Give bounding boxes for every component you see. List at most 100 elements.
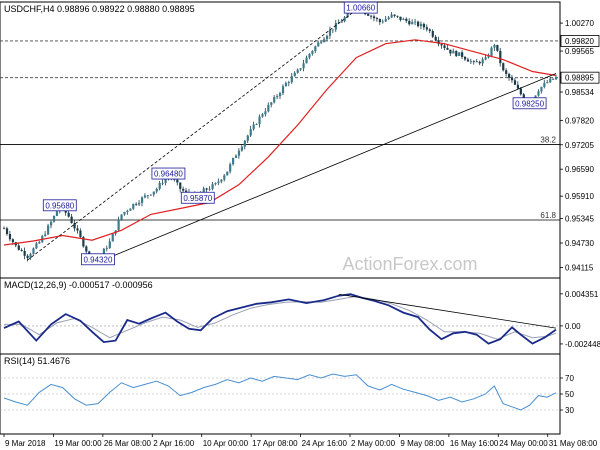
candle-body — [234, 155, 238, 158]
candle-body — [469, 61, 473, 63]
candle-body — [202, 188, 205, 193]
candle-body — [308, 53, 311, 58]
rsi-title: RSI(14) 51.4676 — [4, 356, 70, 366]
x-tick-label: 31 May 08:00 — [549, 439, 598, 448]
x-tick-label: 16 May 16:00 — [450, 439, 499, 448]
y-tick-label: 0.99565 — [565, 47, 594, 56]
candle-body — [179, 182, 182, 189]
x-tick-label: 10 Apr 00:00 — [203, 439, 249, 448]
candle-body — [414, 21, 417, 23]
candle-body — [422, 23, 426, 28]
candle-body — [129, 208, 132, 211]
candle-body — [431, 30, 434, 37]
candle-body — [302, 63, 305, 69]
candle-body — [449, 49, 452, 54]
candle-body — [3, 228, 6, 230]
candle-body — [232, 157, 235, 165]
main-price-layer: 38.2 61.8 1.00660 0.95680 0.94320 0.96480 0.95… — [0, 1, 560, 266]
candle-body — [417, 21, 420, 27]
candle-body — [540, 86, 543, 92]
y-tick-label: 0.95910 — [565, 192, 594, 201]
candle-body — [152, 191, 155, 195]
candle-body — [249, 129, 252, 136]
candle-body — [399, 16, 402, 20]
candle-body — [328, 30, 332, 36]
candle-body — [390, 14, 393, 18]
price-label-box — [512, 97, 547, 110]
candle-body — [440, 44, 443, 46]
x-tick-label: 26 Mar 08:00 — [104, 439, 152, 448]
candle-body — [23, 250, 26, 256]
candle-body — [405, 18, 408, 21]
candle-body — [5, 228, 9, 235]
candle-body — [261, 114, 264, 117]
candle-body — [372, 16, 376, 19]
y-tick-label: 0.98534 — [565, 88, 594, 97]
candle-body — [146, 195, 150, 197]
candle-body — [343, 17, 346, 22]
candle-body — [281, 86, 285, 94]
candle-body — [499, 50, 502, 64]
candle-body — [549, 78, 552, 83]
candle-body — [378, 19, 382, 23]
candle-body — [47, 225, 50, 235]
candle-body — [79, 230, 82, 238]
candle-body — [296, 69, 299, 73]
axis-value-box — [560, 35, 600, 47]
candle-body — [176, 179, 179, 183]
candle-body — [141, 197, 144, 203]
candle-body — [205, 188, 208, 190]
candle-body — [226, 171, 229, 176]
macd-layer — [0, 293, 560, 345]
candle-body — [120, 214, 123, 220]
candle-body — [161, 182, 164, 184]
candle-body — [17, 245, 20, 250]
candle-body — [35, 243, 38, 249]
candle-body — [505, 70, 508, 74]
level-label: 61.8 — [540, 211, 556, 220]
candle-body — [182, 188, 185, 191]
candle-body — [543, 83, 546, 87]
candle-body — [381, 21, 384, 23]
candle-body — [211, 184, 214, 189]
candle-body — [82, 237, 85, 247]
candle-body — [340, 21, 343, 23]
candle-body — [284, 82, 288, 87]
candle-body — [255, 124, 258, 125]
candle-body — [331, 29, 335, 31]
price-label-text: 0.95870 — [183, 194, 212, 203]
candle-body — [276, 96, 279, 98]
candle-body — [158, 182, 161, 189]
candle-body — [26, 255, 29, 258]
candle-body — [443, 45, 446, 48]
x-tick-label: 9 May 08:00 — [400, 439, 445, 448]
rsi-y-tick-label: 30 — [565, 406, 574, 415]
candle-body — [463, 56, 467, 60]
y-tick-label: 0.97205 — [565, 141, 594, 150]
candle-body — [466, 59, 470, 62]
candle-body — [325, 35, 329, 40]
candle-body — [475, 61, 478, 63]
trend-line — [27, 7, 360, 261]
candle-body — [52, 215, 56, 222]
candle-body — [323, 39, 326, 43]
price-label-box — [180, 191, 215, 204]
watermark-text: ActionForex.com — [342, 254, 477, 274]
level-label: 38.2 — [540, 136, 556, 145]
candle-body — [452, 50, 455, 54]
ohlc-header: USDCHF,H4 0.98896 0.98922 0.98880 0.9889… — [4, 4, 195, 14]
candle-body — [108, 241, 111, 249]
macd-trend-line — [338, 293, 557, 329]
candle-body — [11, 239, 15, 243]
candle-body — [111, 233, 114, 242]
candle-body — [44, 234, 47, 236]
candle-body — [419, 23, 423, 27]
axis-value-text: 0.98895 — [565, 74, 594, 83]
candle-body — [237, 150, 241, 156]
candle-body — [425, 27, 429, 30]
macd-signal-line — [4, 295, 557, 340]
candle-body — [346, 13, 349, 18]
candle-body — [311, 51, 314, 54]
macd-y-tick-label: 0.00 — [565, 322, 581, 331]
